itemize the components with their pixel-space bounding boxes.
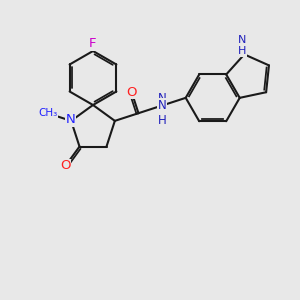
Text: O: O — [60, 159, 71, 172]
Text: CH₃: CH₃ — [38, 108, 57, 118]
Text: N: N — [66, 113, 75, 126]
Text: O: O — [126, 85, 137, 99]
Text: F: F — [89, 37, 97, 50]
Text: N: N — [66, 113, 75, 126]
Text: N
H: N H — [238, 35, 247, 56]
Text: N
H: N H — [158, 99, 167, 127]
Text: N
H: N H — [158, 92, 167, 119]
